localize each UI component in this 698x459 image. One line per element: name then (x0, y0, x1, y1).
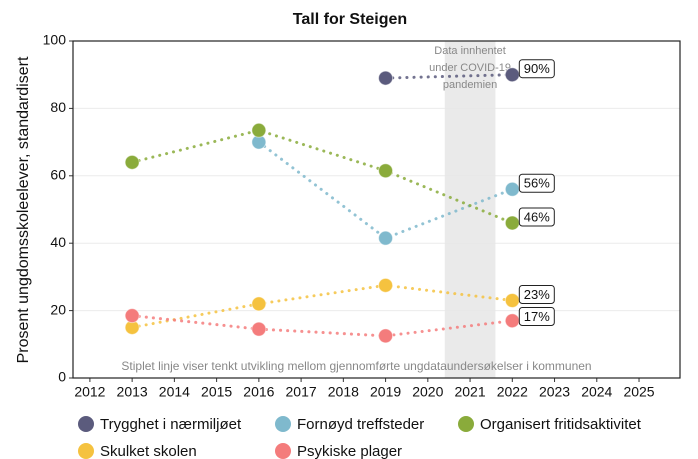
y-tick-label: 0 (58, 369, 66, 385)
legend-swatch (78, 416, 94, 432)
data-point (504, 67, 520, 83)
covid-note: pandemien (443, 79, 497, 91)
legend-label: Fornøyd treffsteder (297, 416, 424, 433)
value-label-box (518, 173, 555, 193)
data-point (124, 154, 140, 170)
x-tick-label: 2022 (497, 384, 528, 400)
data-point (504, 215, 520, 231)
value-label: 23% (524, 287, 550, 302)
footnote: Stiplet linje viser tenkt utvikling mell… (121, 359, 591, 373)
series-line (130, 283, 514, 329)
data-point (378, 328, 394, 344)
x-tick-label: 2016 (243, 384, 274, 400)
legend-label: Trygghet i nærmiljøet (100, 416, 242, 433)
plot-frame (72, 40, 681, 379)
value-label-box (518, 207, 555, 227)
data-point (504, 181, 520, 197)
legend-swatch (275, 416, 291, 432)
y-tick-label: 60 (50, 167, 66, 183)
data-point (378, 277, 394, 293)
y-axis-label: Prosent ungdomsskoleelever, standardiser… (15, 56, 32, 363)
x-tick-label: 2014 (159, 384, 190, 400)
data-point (378, 163, 394, 179)
legend-swatch (78, 443, 94, 459)
covid-note: under COVID-19 (429, 62, 511, 74)
covid-note: Data innhentet (434, 45, 506, 57)
covid-shade (444, 41, 496, 378)
x-tick-label: 2019 (370, 384, 401, 400)
series-line (384, 73, 514, 80)
data-point (251, 296, 267, 312)
chart-title: Tall for Steigen (293, 11, 407, 28)
x-tick-label: 2025 (623, 384, 654, 400)
value-label: 56% (524, 176, 550, 191)
value-label-box (518, 284, 555, 304)
data-point (378, 70, 394, 86)
x-tick-label: 2021 (454, 384, 485, 400)
x-tick-label: 2017 (286, 384, 317, 400)
x-tick-label: 2018 (328, 384, 359, 400)
legend-swatch (275, 443, 291, 459)
x-tick-label: 2015 (201, 384, 232, 400)
y-tick-label: 20 (50, 301, 66, 317)
y-tick-label: 40 (50, 234, 66, 250)
x-tick-label: 2013 (117, 384, 148, 400)
data-point (251, 321, 267, 337)
x-tick-label: 2020 (412, 384, 443, 400)
legend-swatch (458, 416, 474, 432)
legend-label: Skulket skolen (100, 443, 197, 459)
value-label-box (518, 59, 555, 79)
data-point (378, 230, 394, 246)
legend-label: Organisert fritidsaktivitet (480, 416, 642, 433)
y-tick-label: 100 (43, 32, 67, 48)
x-tick-label: 2024 (581, 384, 612, 400)
legend-label: Psykiske plager (297, 443, 402, 459)
value-label: 46% (524, 209, 550, 224)
data-point (504, 292, 520, 308)
value-label-box (518, 306, 555, 326)
series-line (130, 314, 514, 338)
data-point (504, 313, 520, 329)
value-label: 90% (524, 61, 550, 76)
x-tick-label: 2012 (74, 384, 105, 400)
y-tick-label: 80 (50, 99, 66, 115)
data-point (124, 308, 140, 324)
series-line (130, 128, 514, 225)
value-label: 17% (524, 309, 550, 324)
x-tick-label: 2023 (539, 384, 570, 400)
data-point (251, 122, 267, 138)
